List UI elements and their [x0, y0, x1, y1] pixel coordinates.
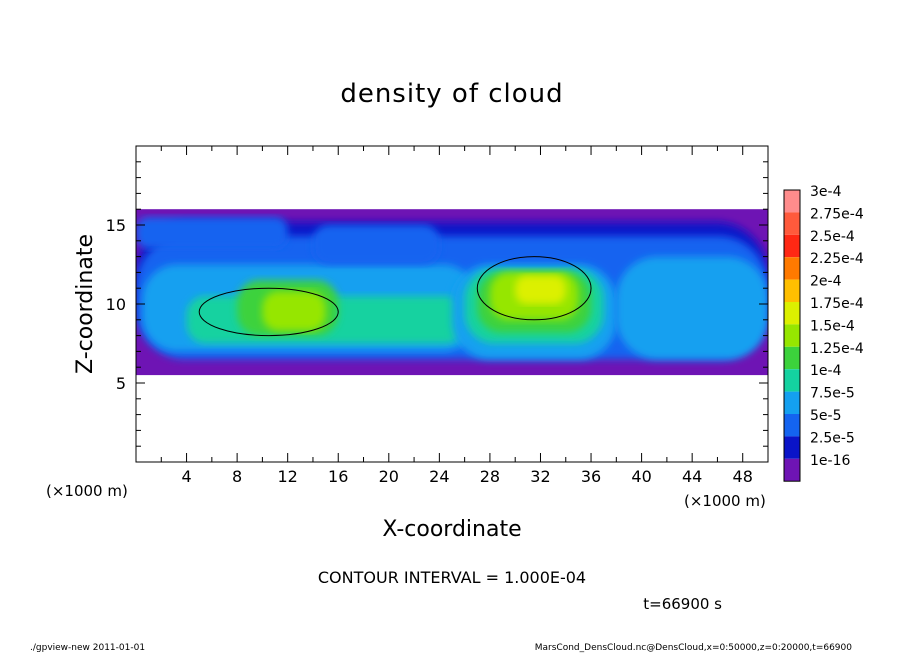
colorbar: 3e-4 2.75e-4 2.5e-4 2.25e-4 2e-4 1.75e-4 1.5e-… — [783, 184, 864, 482]
colorbar-segment — [784, 257, 800, 280]
x-tick-label: 40 — [631, 467, 651, 486]
x-tick-label: 24 — [429, 467, 449, 486]
colorbar-label: 1e-16 — [810, 453, 850, 469]
x-tick-label: 44 — [682, 467, 702, 486]
x-tick-label: 20 — [379, 467, 399, 486]
colorbar-label: 5e-5 — [810, 408, 841, 424]
footer-right: MarsCond_DensCloud.nc@DensCloud,x=0:5000… — [535, 643, 852, 653]
colorbar-segment — [784, 234, 800, 258]
y-tick-label: 10 — [106, 295, 126, 314]
chart-title: density of cloud — [340, 79, 563, 109]
colorbar-label: 1.25e-4 — [810, 341, 864, 357]
colorbar-label: 2.5e-4 — [810, 229, 855, 245]
y-tick-label: 5 — [116, 374, 126, 393]
x-tick-label: 8 — [232, 467, 242, 486]
time-label: t=66900 s — [643, 595, 722, 613]
colorbar-segment — [784, 391, 800, 414]
colorbar-label: 2.5e-5 — [810, 430, 855, 446]
x-unit-right: (×1000 m) — [684, 492, 766, 510]
x-unit-left: (×1000 m) — [46, 482, 128, 500]
colorbar-segment — [784, 324, 800, 347]
colorbar-segment — [784, 414, 800, 437]
colorbar-label: 3e-4 — [810, 184, 842, 200]
x-tick-label: 12 — [278, 467, 298, 486]
colorbar-label: 2.75e-4 — [810, 206, 864, 222]
x-tick-label: 36 — [581, 467, 601, 486]
density-region — [515, 275, 566, 304]
colorbar-segment — [784, 369, 800, 392]
y-axis: 5 10 15 — [106, 161, 768, 447]
density-region — [616, 256, 768, 360]
colorbar-segment — [784, 436, 800, 459]
colorbar-label: 2e-4 — [810, 274, 842, 290]
density-region — [312, 225, 440, 265]
colorbar-segment — [784, 346, 800, 370]
density-field — [136, 209, 768, 376]
x-tick-label: 48 — [733, 467, 753, 486]
colorbar-label: 1.5e-4 — [810, 318, 855, 334]
colorbar-segment — [784, 190, 800, 213]
colorbar-segment — [784, 302, 800, 325]
y-axis-label: Z-coordinate — [73, 234, 98, 374]
x-axis-label: X-coordinate — [382, 517, 521, 542]
colorbar-label: 1e-4 — [810, 363, 842, 379]
y-tick-label: 15 — [106, 216, 126, 235]
x-tick-label: 32 — [530, 467, 550, 486]
colorbar-frame — [783, 189, 801, 482]
contour-interval: CONTOUR INTERVAL = 1.000E-04 — [318, 568, 586, 587]
x-tick-label: 28 — [480, 467, 500, 486]
footer-left: ./gpview-new 2011-01-01 — [30, 643, 145, 653]
density-region — [262, 291, 326, 331]
x-axis: 4 8 12 16 20 24 28 32 36 40 44 48 — [160, 146, 753, 486]
contour-line — [476, 256, 592, 321]
x-tick-label: 4 — [181, 467, 191, 486]
colorbar-label: 7.5e-5 — [810, 386, 855, 402]
x-tick-label: 16 — [328, 467, 348, 486]
contour-line — [198, 287, 339, 337]
colorbar-segment — [784, 212, 800, 235]
colorbar-segment — [784, 458, 800, 482]
colorbar-segment — [784, 279, 800, 302]
colorbar-label: 2.25e-4 — [810, 251, 864, 267]
colorbar-label: 1.75e-4 — [810, 296, 864, 312]
density-region — [136, 217, 288, 249]
